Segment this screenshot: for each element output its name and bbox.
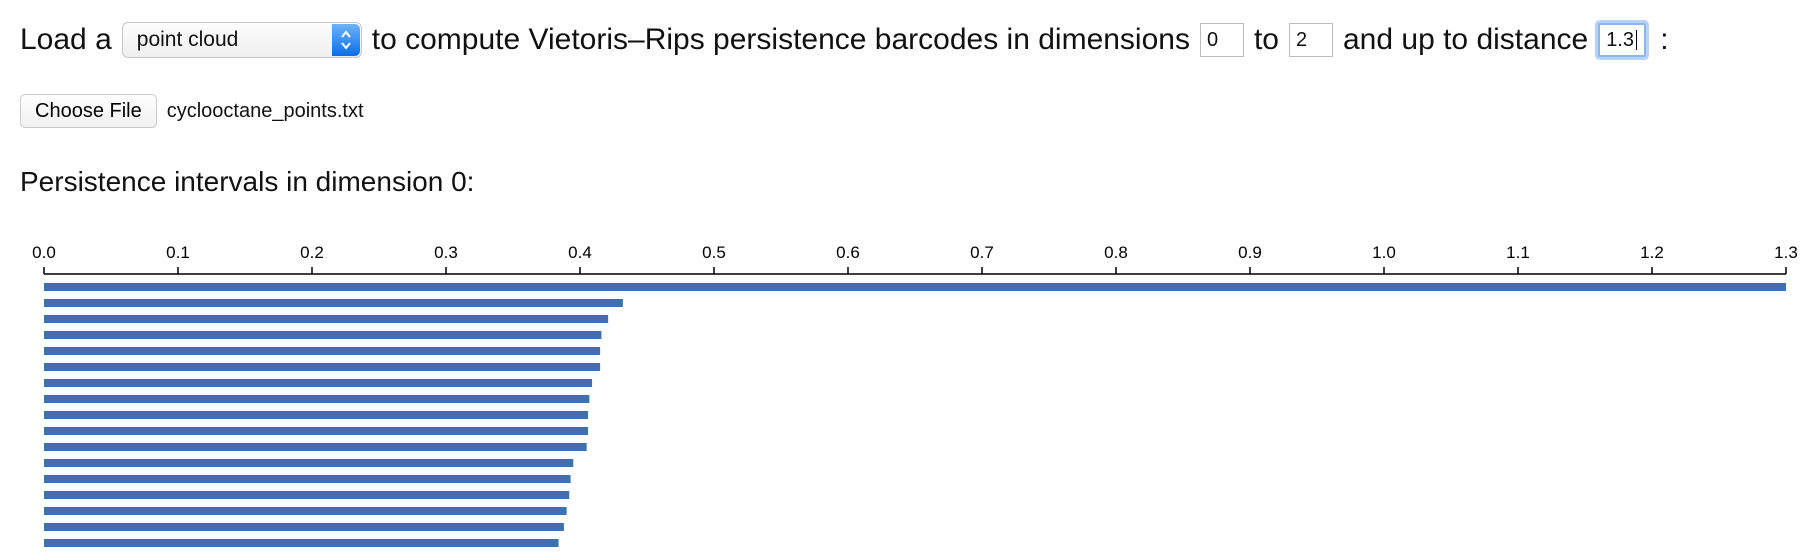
persistence-bar	[44, 459, 574, 467]
choose-file-button[interactable]: Choose File	[20, 94, 157, 128]
x-tick-label: 0.5	[702, 243, 726, 262]
x-tick-label: 0.0	[32, 243, 56, 262]
x-tick-label: 1.2	[1640, 243, 1664, 262]
persistence-bar	[44, 475, 571, 483]
file-name: cyclooctane_points.txt	[166, 99, 364, 122]
x-tick-label: 0.6	[836, 243, 860, 262]
x-tick-label: 0.2	[300, 243, 324, 262]
x-tick-label: 0.7	[970, 243, 994, 262]
dim-max-input[interactable]: 2	[1289, 23, 1333, 57]
persistence-bar	[44, 427, 589, 435]
persistence-bar	[44, 299, 623, 307]
persistence-bar	[44, 507, 567, 515]
select-value: point cloud	[136, 28, 239, 51]
barcode-chart: 0.0 0.1 0.2 0.3 0.4 0.5 0.6 0.7 0.8 0.9 1.0 1.1 1.2 1…	[32, 243, 1798, 547]
x-tick-label: 0.1	[166, 243, 190, 262]
colon-label: :	[1660, 23, 1669, 56]
distance-value: 1.3	[1606, 28, 1634, 51]
persistence-bar	[44, 539, 559, 547]
persistence-bar	[44, 379, 593, 387]
controls-row: Load a point cloud to compute Vietoris–R…	[20, 14, 1669, 66]
distance-label: and up to distance	[1343, 23, 1589, 56]
select-arrows-icon	[331, 24, 360, 56]
persistence-bar	[44, 283, 1786, 291]
x-tick-label: 0.9	[1238, 243, 1262, 262]
file-row: Choose File cyclooctane_points.txt	[20, 94, 364, 128]
persistence-bar	[44, 363, 601, 371]
section-title: Persistence intervals in dimension 0:	[20, 166, 475, 197]
persistence-bar	[44, 315, 609, 323]
persistence-bar	[44, 331, 602, 339]
persistence-bar	[44, 523, 564, 531]
persistence-bar	[44, 491, 570, 499]
input-type-select[interactable]: point cloud	[121, 22, 362, 58]
x-tick-label: 0.8	[1104, 243, 1128, 262]
persistence-bar	[44, 443, 587, 451]
x-tick-label: 1.0	[1372, 243, 1396, 262]
x-tick-label: 0.4	[568, 243, 592, 262]
load-label: Load a	[20, 23, 112, 56]
persistence-bar	[44, 347, 601, 355]
dim-min-input[interactable]: 0	[1199, 23, 1244, 57]
to-label: to	[1253, 23, 1279, 56]
compute-label: to compute Vietoris–Rips persistence bar…	[371, 23, 1190, 56]
persistence-bar	[44, 395, 590, 403]
text-caret	[1636, 30, 1637, 50]
x-tick-label: 1.1	[1506, 243, 1530, 262]
x-tick-label: 1.3	[1774, 243, 1798, 262]
persistence-bar	[44, 411, 589, 419]
distance-input[interactable]: 1.3	[1598, 23, 1647, 57]
x-tick-label: 0.3	[434, 243, 458, 262]
